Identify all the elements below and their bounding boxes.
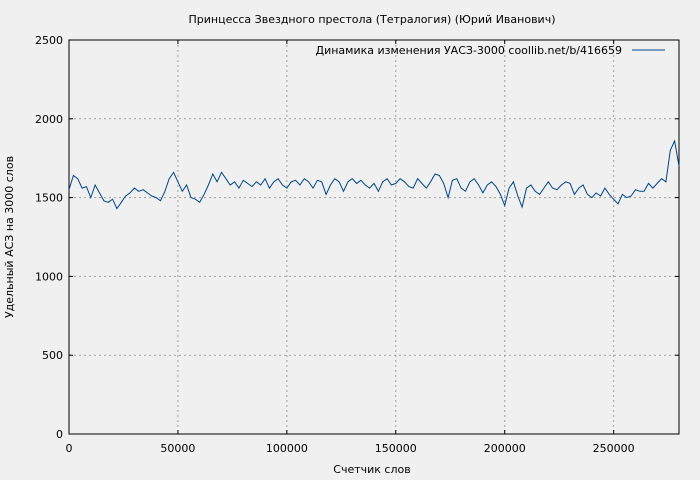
chart-title: Принцесса Звездного престола (Тетралогия…: [188, 13, 555, 26]
plot-frame: [68, 39, 680, 435]
y-tick-label: 1000: [35, 270, 63, 283]
x-tick-label: 0: [66, 442, 73, 455]
y-tick-label: 1500: [35, 192, 63, 205]
y-tick-label: 2500: [35, 34, 63, 47]
legend-label: Динамика изменения УАСЗ-3000 coollib.net…: [316, 44, 623, 57]
y-tick-label: 2000: [35, 113, 63, 126]
y-axis-ticks: 0 500 1000 1500 2000 2500: [35, 34, 679, 441]
legend: Динамика изменения УАСЗ-3000 coollib.net…: [316, 44, 665, 57]
x-tick-label: 50000: [160, 442, 195, 455]
x-tick-label: 150000: [375, 442, 417, 455]
y-tick-label: 0: [56, 428, 63, 441]
x-axis-label: Счетчик слов: [333, 463, 410, 476]
x-axis-ticks: 0 50000 100000 150000 200000 250000: [66, 40, 635, 455]
series-line: [68, 139, 680, 210]
x-tick-label: 100000: [266, 442, 308, 455]
y-axis-label: Удельный АСЗ на 3000 слов: [3, 156, 16, 318]
x-tick-label: 200000: [484, 442, 526, 455]
grid: [69, 40, 679, 434]
y-tick-label: 500: [42, 349, 63, 362]
x-tick-label: 250000: [593, 442, 635, 455]
